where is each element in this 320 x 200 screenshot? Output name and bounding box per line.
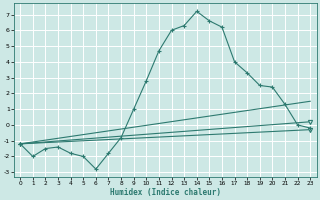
X-axis label: Humidex (Indice chaleur): Humidex (Indice chaleur) <box>110 188 221 197</box>
